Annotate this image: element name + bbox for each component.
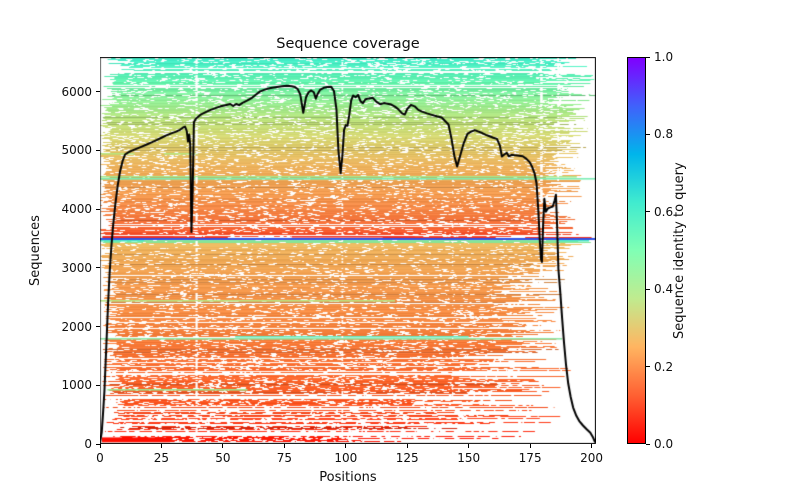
y-tick-mark	[96, 384, 100, 386]
y-tick-mark	[96, 149, 100, 151]
x-tick-label: 175	[518, 451, 542, 465]
x-tick-mark	[160, 444, 162, 448]
x-tick-label: 0	[96, 451, 104, 465]
y-tick-mark	[96, 267, 100, 269]
y-tick-label: 0	[84, 437, 92, 451]
colorbar-tick-mark	[646, 211, 650, 213]
y-axis-label: Sequences	[28, 215, 43, 286]
x-tick-mark	[529, 444, 531, 448]
x-tick-mark	[99, 444, 101, 448]
x-tick-mark	[406, 444, 408, 448]
x-tick-mark	[283, 444, 285, 448]
colorbar-tick-label: 1.0	[654, 50, 674, 64]
colorbar-label: Sequence identity to query	[672, 162, 687, 339]
x-tick-mark	[345, 444, 347, 448]
x-tick-label: 125	[395, 451, 419, 465]
y-tick-mark	[96, 208, 100, 210]
y-tick-mark	[96, 91, 100, 93]
colorbar-tick-label: 0.6	[654, 204, 674, 219]
colorbar-tick-mark	[646, 56, 650, 58]
x-tick-mark	[468, 444, 470, 448]
x-tick-mark	[222, 444, 224, 448]
colorbar-tick-label: 0.0	[654, 437, 674, 451]
colorbar-tick-mark	[646, 133, 650, 135]
msa-heatmap-canvas	[100, 57, 596, 444]
y-tick-label: 2000	[61, 319, 92, 334]
y-tick-mark	[96, 443, 100, 445]
y-tick-label: 3000	[61, 260, 92, 275]
y-tick-mark	[96, 326, 100, 328]
x-tick-label: 25	[153, 451, 170, 465]
x-axis-label: Positions	[319, 470, 377, 485]
y-tick-label: 4000	[61, 202, 92, 217]
colorbar-tick-mark	[646, 366, 650, 368]
colorbar-tick-mark	[646, 443, 650, 445]
x-tick-label: 150	[457, 451, 481, 465]
colorbar-tick-label: 0.8	[654, 127, 674, 142]
colorbar-tick-label: 0.2	[654, 359, 674, 374]
x-tick-label: 100	[334, 451, 358, 465]
plot-title: Sequence coverage	[276, 36, 420, 52]
colorbar-tick-mark	[646, 288, 650, 290]
y-tick-label: 1000	[61, 378, 92, 393]
x-tick-mark	[591, 444, 593, 448]
colorbar-tick-label: 0.4	[654, 282, 674, 297]
colorbar	[627, 57, 646, 444]
x-tick-label: 200	[580, 451, 604, 465]
x-tick-label: 50	[215, 451, 231, 465]
x-tick-label: 75	[276, 451, 292, 465]
y-tick-label: 6000	[61, 84, 92, 99]
y-tick-label: 5000	[61, 143, 92, 158]
